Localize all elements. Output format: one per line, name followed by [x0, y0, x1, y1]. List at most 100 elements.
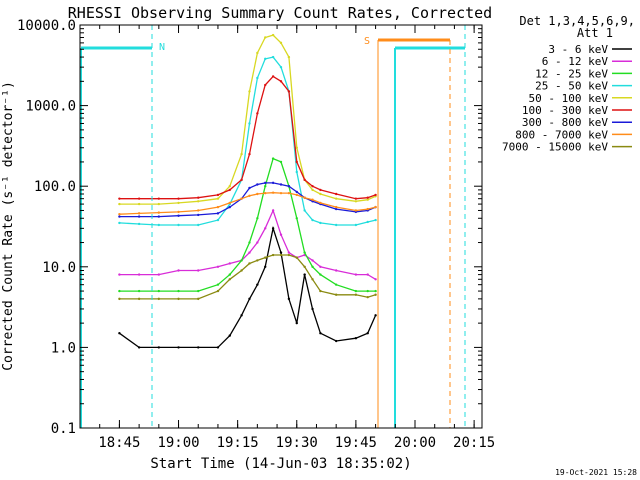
data-point: [248, 262, 251, 265]
data-point: [256, 183, 259, 186]
data-point: [303, 251, 306, 254]
data-point: [216, 212, 220, 215]
data-point: [197, 200, 200, 203]
data-point: [264, 256, 267, 259]
data-point: [354, 289, 358, 293]
data-point: [228, 185, 231, 188]
data-point: [137, 289, 141, 293]
data-point: [354, 209, 358, 212]
legend-label: 50 - 100 keV: [529, 92, 609, 105]
y-tick-label: 10000.0: [17, 18, 76, 34]
data-point: [216, 283, 220, 286]
data-point: [177, 210, 180, 214]
data-point: [279, 183, 283, 186]
data-point: [295, 321, 298, 325]
data-point: [271, 33, 275, 37]
data-point: [118, 197, 121, 200]
legend-label: 7000 - 15000 keV: [502, 141, 608, 154]
data-point: [295, 190, 298, 194]
series-line-5: [119, 34, 376, 205]
data-point: [256, 192, 259, 196]
legend-subtitle: Att 1: [577, 26, 613, 40]
data-point: [334, 339, 338, 343]
y-axis-label: Corrected Count Rate (s⁻¹ detector⁻¹): [1, 81, 16, 371]
data-point: [248, 251, 251, 254]
data-point: [157, 223, 161, 227]
data-point: [228, 334, 231, 337]
data-point: [157, 197, 161, 200]
data-point: [197, 289, 200, 293]
data-point: [118, 332, 121, 335]
data-point: [216, 218, 220, 222]
data-point: [366, 273, 369, 276]
data-point: [118, 202, 121, 206]
legend-label: 25 - 50 keV: [535, 80, 608, 93]
data-point: [197, 269, 200, 272]
data-point: [137, 346, 141, 349]
data-point: [177, 197, 180, 200]
data-point: [177, 223, 180, 227]
data-point: [303, 178, 306, 182]
data-point: [334, 269, 338, 272]
data-point: [118, 297, 121, 301]
data-point: [216, 265, 220, 268]
data-point: [354, 273, 358, 276]
data-point: [311, 259, 314, 262]
data-point: [311, 185, 314, 188]
data-point: [240, 259, 243, 262]
data-point: [264, 227, 267, 230]
data-point: [334, 293, 338, 296]
data-point: [295, 146, 298, 149]
data-point: [311, 198, 314, 201]
data-point: [177, 297, 180, 301]
data-point: [303, 209, 306, 212]
data-point: [240, 178, 243, 182]
data-point: [303, 265, 306, 268]
data-point: [256, 112, 259, 115]
data-point: [228, 273, 231, 276]
series-line-7: [119, 182, 376, 218]
data-point: [256, 51, 259, 55]
data-point: [279, 80, 283, 83]
data-point: [118, 212, 121, 216]
x-tick-label: 20:00: [394, 435, 436, 451]
data-point: [319, 289, 322, 293]
data-point: [157, 211, 161, 214]
data-point: [295, 170, 298, 174]
series-line-4: [119, 56, 376, 226]
series-line-6: [119, 75, 376, 200]
y-tick-label: 10.0: [42, 260, 76, 276]
data-point: [240, 314, 243, 317]
data-point: [157, 215, 161, 218]
data-point: [264, 191, 267, 195]
data-point: [295, 256, 298, 259]
data-point: [271, 55, 275, 59]
data-point: [319, 201, 322, 205]
data-point: [279, 253, 283, 257]
data-point: [157, 202, 161, 206]
y-tick-label: 0.1: [51, 421, 76, 437]
data-point: [271, 227, 275, 230]
data-point: [264, 185, 267, 188]
data-point: [374, 218, 377, 222]
y-tick-label: 100.0: [34, 179, 76, 195]
plot-frame: [79, 24, 483, 429]
data-point: [374, 293, 377, 296]
data-point: [228, 205, 231, 209]
data-point: [271, 253, 275, 257]
data-point: [216, 193, 220, 197]
series-line-8: [119, 192, 376, 215]
data-point: [137, 212, 141, 215]
data-point: [303, 273, 306, 276]
data-point: [137, 215, 141, 218]
data-point: [157, 346, 161, 349]
data-point: [279, 251, 283, 254]
data-point: [279, 191, 283, 195]
data-point: [264, 181, 267, 185]
data-point: [374, 205, 377, 209]
data-point: [279, 41, 283, 45]
data-point: [366, 289, 369, 293]
data-point: [366, 207, 369, 211]
data-point: [264, 265, 267, 268]
